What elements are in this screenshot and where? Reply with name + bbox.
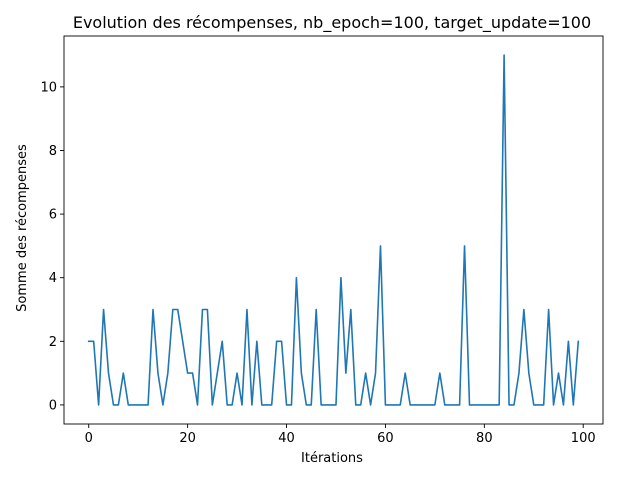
axes-frame	[63, 35, 604, 425]
y-tick-label: 2	[49, 335, 57, 350]
y-tick-label: 10	[40, 80, 57, 95]
series-line-1	[87, 54, 580, 406]
y-tick-label: 0	[49, 398, 57, 413]
x-tick-label: 80	[476, 431, 493, 446]
x-tick-label: 40	[278, 431, 295, 446]
x-axis-label: Itérations	[301, 451, 363, 466]
y-axis-ticks: 0 2 4 6 8 10	[40, 80, 64, 413]
x-axis-ticks: 0 20 40 60 80 100	[85, 424, 596, 446]
plot-area	[63, 35, 604, 425]
x-tick-label: 0	[85, 431, 93, 446]
x-tick-label: 100	[571, 431, 596, 446]
y-tick-label: 8	[49, 144, 57, 159]
y-tick-label: 4	[49, 271, 57, 286]
y-axis-label: Somme des récompenses	[15, 144, 30, 312]
y-tick-label: 6	[49, 208, 57, 223]
x-tick-label: 20	[179, 431, 196, 446]
chart-title: Evolution des récompenses, nb_epoch=100,…	[73, 13, 591, 33]
x-tick-label: 60	[377, 431, 394, 446]
